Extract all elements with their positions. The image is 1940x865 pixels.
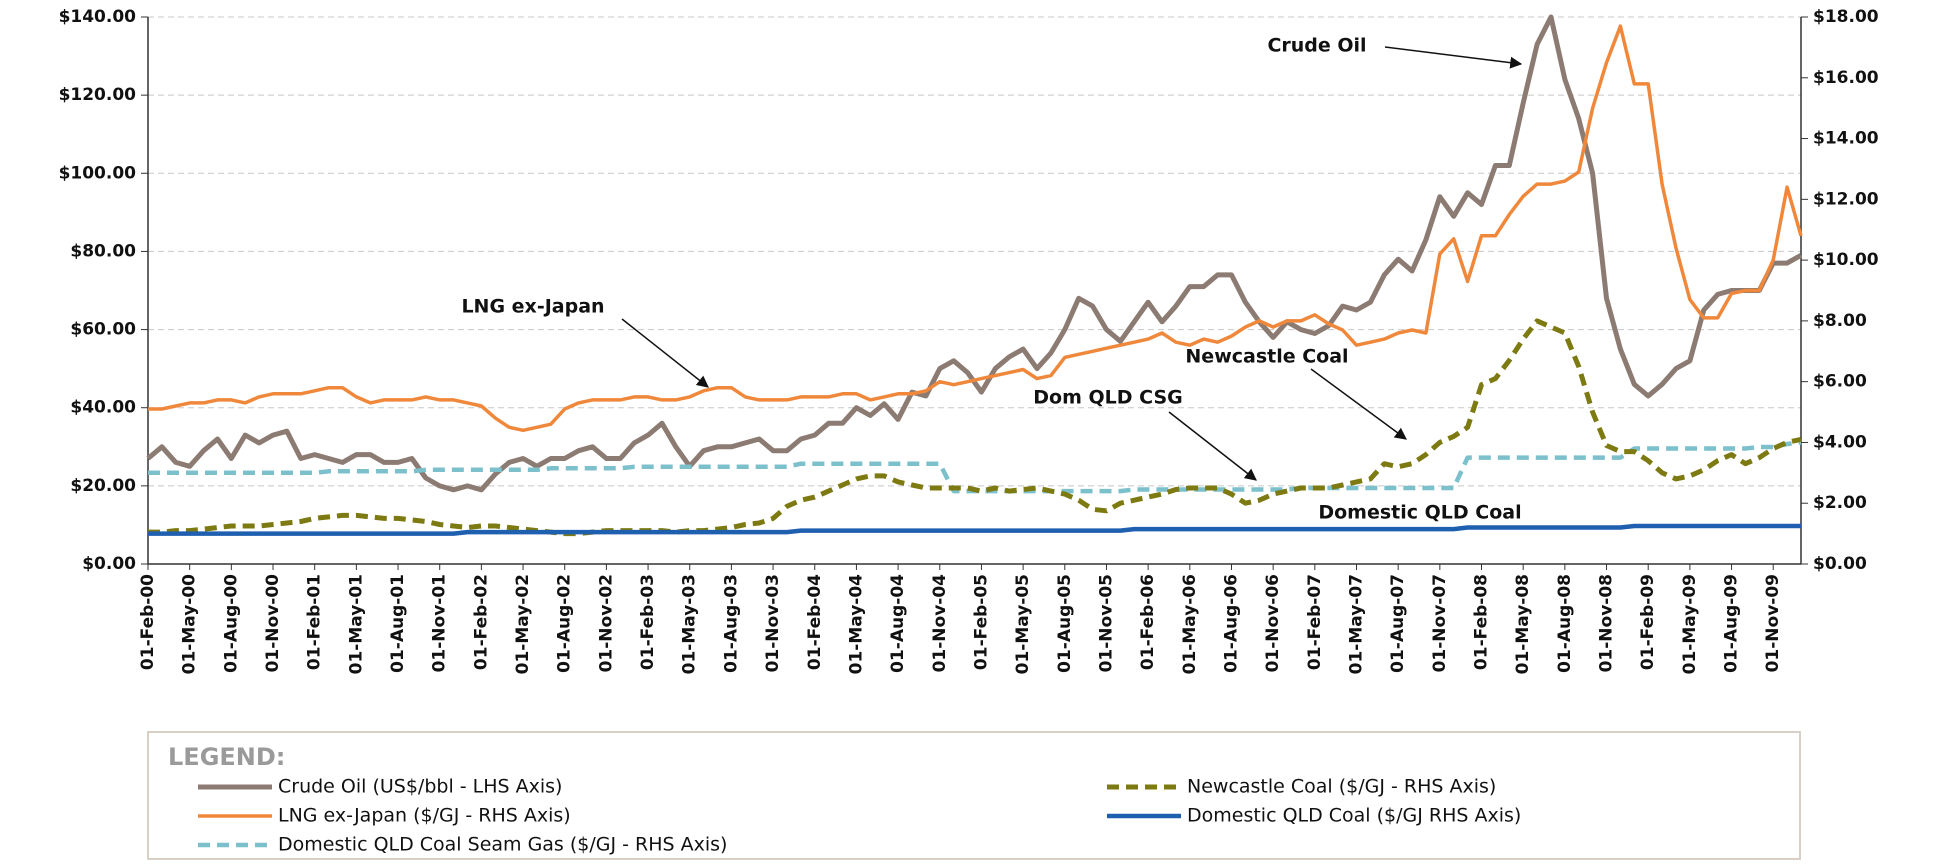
y2-tick-label: $16.00 (1813, 68, 1879, 88)
y-tick-label: $100.00 (59, 163, 137, 183)
y2-tick-label: $18.00 (1813, 7, 1879, 27)
x-tick-label: 01-Nov-06 (1263, 574, 1283, 672)
legend-label: LNG ex-Japan ($/GJ - RHS Axis) (278, 805, 571, 827)
x-tick-label: 01-Feb-07 (1305, 574, 1325, 670)
legend-label: Domestic QLD Coal ($/GJ RHS Axis) (1187, 805, 1521, 827)
x-tick-label: 01-Nov-08 (1597, 574, 1617, 672)
y-tick-label: $40.00 (70, 398, 136, 418)
x-tick-label: 01-Aug-04 (888, 574, 908, 673)
x-tick-label: 01-Aug-05 (1055, 574, 1075, 673)
x-tick-label: 01-May-00 (180, 574, 200, 675)
x-tick-label: 01-Feb-02 (471, 574, 491, 670)
x-tick-label: 01-Aug-07 (1388, 574, 1408, 673)
x-tick-label: 01-Nov-09 (1763, 574, 1783, 672)
x-tick-label: 01-Feb-08 (1472, 574, 1492, 670)
x-tick-label: 01-Feb-00 (138, 574, 158, 670)
series-line (148, 318, 1802, 537)
series-line (148, 440, 1802, 494)
legend-box (147, 731, 1801, 860)
y2-tick-label: $10.00 (1813, 250, 1879, 270)
legend-title: LEGEND: (168, 743, 285, 771)
annotation: Crude Oil (1267, 35, 1366, 57)
x-tick-label: 01-May-01 (346, 574, 366, 674)
y-tick-label: $80.00 (70, 241, 136, 261)
annotation: Domestic QLD Coal (1318, 502, 1521, 524)
annotation-arrow (1384, 46, 1523, 69)
x-tick-label: 01-May-06 (1180, 574, 1200, 674)
annotation-arrow (621, 318, 709, 388)
annotation-arrow (1168, 411, 1257, 481)
legend-label: Crude Oil (US$/bbl - LHS Axis) (278, 776, 562, 798)
x-tick-label: 01-Aug-02 (555, 574, 575, 673)
x-tick-label: 01-Feb-09 (1638, 574, 1658, 670)
y-tick-label: $20.00 (70, 476, 136, 496)
x-tick-label: 01-Feb-03 (638, 574, 658, 670)
x-tick-label: 01-May-05 (1013, 574, 1033, 674)
y2-tick-label: $2.00 (1813, 493, 1867, 513)
x-tick-label: 01-Feb-05 (971, 574, 991, 670)
x-tick-label: 01-May-09 (1680, 574, 1700, 674)
x-tick-label: 01-May-04 (846, 574, 866, 675)
y2-tick-label: $6.00 (1813, 372, 1867, 392)
x-tick-label: 01-May-03 (680, 574, 700, 674)
x-tick-label: 01-May-07 (1346, 574, 1366, 674)
x-tick-label: 01-Nov-03 (763, 574, 783, 672)
y2-tick-label: $14.00 (1813, 129, 1879, 149)
y-tick-label: $140.00 (59, 7, 137, 27)
x-tick-label: 01-Feb-06 (1138, 574, 1158, 670)
legend-label: Domestic QLD Coal Seam Gas ($/GJ - RHS A… (278, 834, 727, 856)
annotation-arrow (1310, 368, 1407, 440)
x-tick-label: 01-Nov-04 (930, 574, 950, 673)
x-tick-label: 01-Aug-06 (1221, 574, 1241, 673)
x-tick-label: 01-Feb-04 (805, 574, 825, 670)
y2-tick-label: $0.00 (1813, 554, 1867, 574)
x-tick-label: 01-Nov-07 (1430, 574, 1450, 672)
x-tick-label: 01-Aug-00 (221, 574, 241, 673)
x-tick-label: 01-Aug-09 (1722, 574, 1742, 673)
y-tick-label: $0.00 (82, 554, 136, 574)
y2-tick-label: $8.00 (1813, 311, 1867, 331)
x-tick-label: 01-May-02 (513, 574, 533, 674)
annotation: Newcastle Coal (1185, 346, 1348, 368)
annotation: Dom QLD CSG (1033, 387, 1182, 409)
series-line (148, 523, 1801, 536)
y-tick-label: $60.00 (70, 320, 136, 340)
y2-tick-label: $12.00 (1813, 189, 1879, 209)
annotation: LNG ex-Japan (461, 296, 604, 318)
x-tick-label: 01-Nov-00 (263, 574, 283, 673)
x-tick-label: 01-Aug-01 (388, 574, 408, 673)
x-tick-label: 01-Nov-02 (596, 574, 616, 672)
y2-tick-label: $4.00 (1813, 432, 1867, 452)
series-line (148, 24, 1803, 433)
x-tick-label: 01-Aug-08 (1555, 574, 1575, 673)
x-tick-label: 01-Nov-01 (430, 574, 450, 672)
x-tick-label: 01-Aug-03 (721, 574, 741, 673)
x-tick-label: 01-Feb-01 (305, 574, 325, 670)
x-tick-label: 01-Nov-05 (1096, 574, 1116, 672)
x-tick-label: 01-May-08 (1513, 574, 1533, 674)
legend-label: Newcastle Coal ($/GJ - RHS Axis) (1187, 776, 1496, 798)
y-tick-label: $120.00 (59, 85, 137, 105)
series-line (146, 14, 1803, 493)
